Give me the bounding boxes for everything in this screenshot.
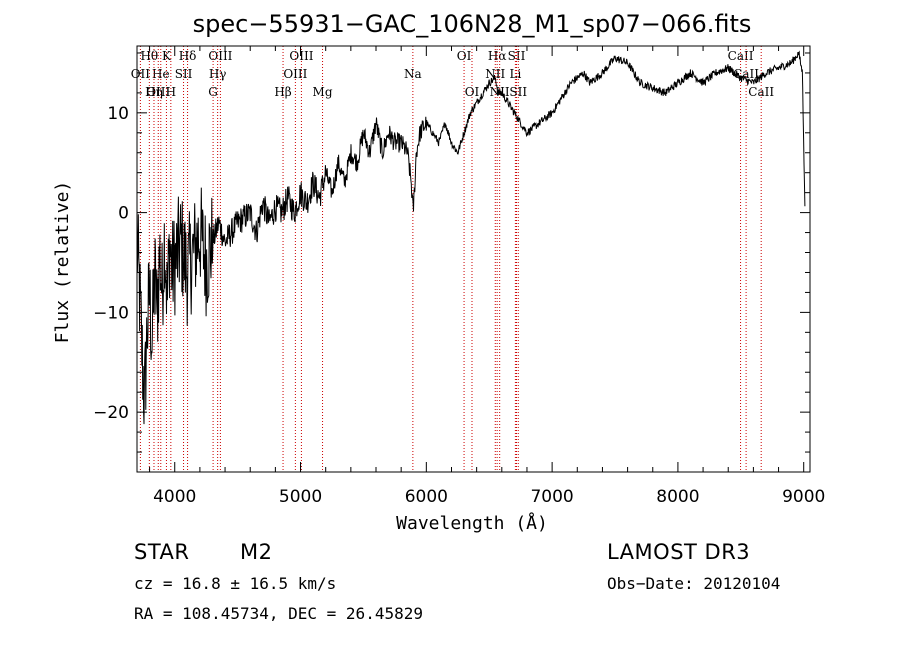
y-tick-label-2: 0	[118, 204, 129, 224]
object-subclass: M2	[240, 540, 273, 564]
line-label-27: CaII	[748, 85, 774, 99]
line-label-19: Hα	[488, 49, 507, 63]
line-label-12: Hβ	[274, 85, 291, 99]
redshift-readout: cz = 16.8 ± 16.5 km/s	[134, 574, 337, 593]
line-label-0: Hθ	[140, 49, 158, 63]
line-label-4: Hη	[145, 85, 163, 99]
x-tick-label-0: 4000	[153, 487, 196, 507]
line-label-22: SII	[508, 49, 526, 63]
line-label-11: G	[208, 85, 218, 99]
spectrum-layer	[136, 50, 806, 425]
y-axis-label: Flux (relative)	[52, 181, 73, 344]
y-tick-label-3: 10	[107, 104, 129, 124]
line-label-23: Li	[509, 67, 521, 81]
x-tick-label-4: 8000	[656, 487, 699, 507]
obs-date: Obs−Date: 20120104	[607, 574, 781, 593]
line-label-3: He	[152, 67, 170, 81]
y-tick-label-1: −10	[93, 303, 129, 323]
chart-title: spec−55931−GAC_106N28_M1_sp07−066.fits	[193, 10, 752, 38]
line-label-5: K	[162, 49, 172, 63]
line-label-9: OIII	[208, 49, 232, 63]
line-label-20: NII	[485, 67, 505, 81]
line-label-10: Hγ	[209, 67, 227, 81]
line-label-24: SII	[509, 85, 527, 99]
object-class: STAR	[134, 540, 190, 564]
line-label-16: Na	[404, 67, 422, 81]
spectrum-trace	[136, 50, 806, 425]
line-label-14: OIII	[283, 67, 307, 81]
line-label-25: CaII	[728, 49, 754, 63]
x-tick-label-2: 6000	[405, 487, 448, 507]
line-label-2: OIII	[146, 85, 170, 99]
line-label-6: SII	[175, 67, 193, 81]
line-label-18: OI	[465, 85, 480, 99]
plot-frame	[136, 45, 811, 473]
line-label-1: OII	[131, 67, 151, 81]
ra-dec-readout: RA = 108.45734, DEC = 26.45829	[134, 604, 423, 623]
x-axis-label: Wavelength (Å)	[396, 512, 548, 534]
line-label-8: Hδ	[179, 49, 197, 63]
x-tick-label-1: 5000	[279, 487, 322, 507]
line-label-15: Mg	[313, 85, 333, 99]
x-tick-label-3: 7000	[530, 487, 573, 507]
survey-name: LAMOST DR3	[607, 540, 751, 564]
y-tick-label-0: −20	[93, 403, 129, 423]
line-label-17: OI	[457, 49, 472, 63]
x-tick-label-5: 9000	[782, 487, 825, 507]
x-axis: 4000 5000 6000 7000 8000 9000	[149, 46, 825, 507]
y-axis: −20 −10 0 10	[93, 52, 810, 473]
line-label-13: OIII	[289, 49, 313, 63]
line-label-7: H	[166, 85, 176, 99]
